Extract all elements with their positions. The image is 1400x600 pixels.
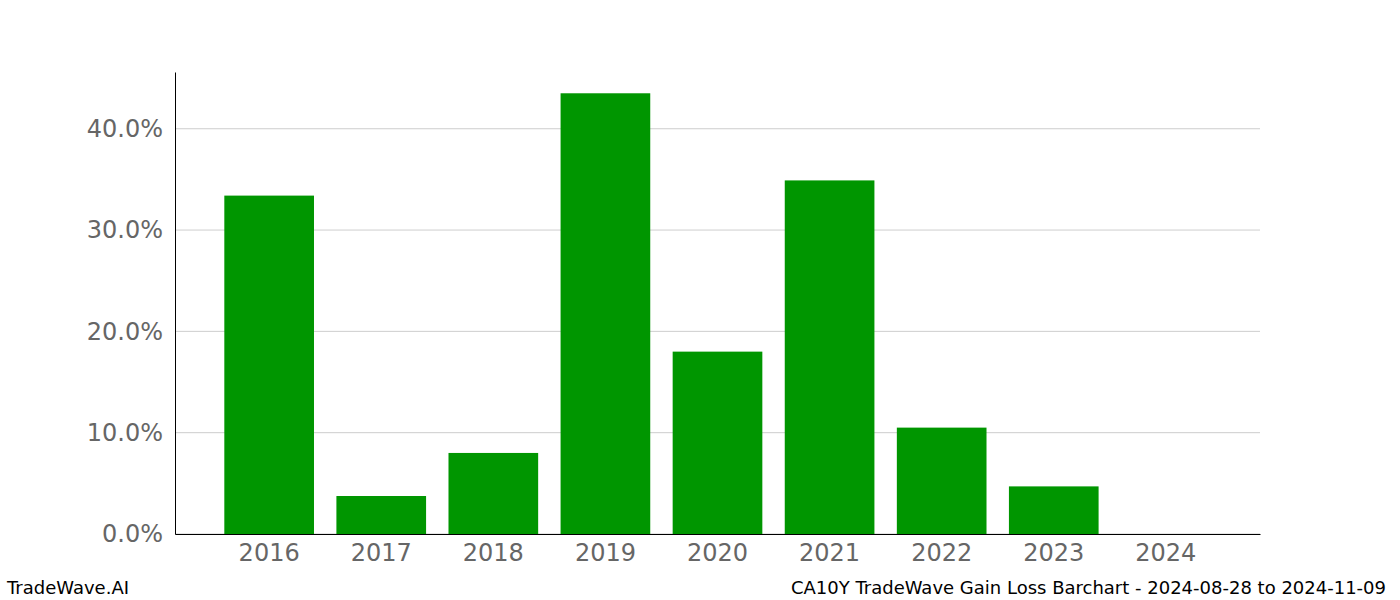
bar (785, 180, 875, 534)
grid-line (175, 128, 1260, 129)
x-tick: 2021 (799, 534, 860, 567)
bar (1121, 534, 1211, 535)
x-tick: 2020 (687, 534, 748, 567)
bar (1009, 486, 1099, 534)
x-tick-label: 2023 (1023, 539, 1084, 567)
x-tick: 2022 (911, 534, 972, 567)
y-axis: 0.0% 10.0% 20.0% 30.0% 40.0% (87, 73, 176, 549)
y-tick: 10.0% (87, 419, 175, 447)
x-tick-label: 2024 (1135, 539, 1196, 567)
bars (224, 93, 1098, 534)
x-axis: 2016 2017 2018 2019 2020 2021 2022 2023 2024 (176, 534, 1261, 567)
y-tick: 0.0% (102, 520, 175, 548)
x-axis-line (176, 534, 1261, 535)
y-tick-label: 30.0% (87, 216, 163, 244)
x-tick: 2023 (1023, 534, 1084, 567)
y-tick-label: 0.0% (102, 520, 163, 548)
bar (224, 196, 314, 534)
y-tick-label: 20.0% (87, 318, 163, 346)
x-tick-label: 2019 (575, 539, 636, 567)
x-tick-label: 2021 (799, 539, 860, 567)
y-axis-line (175, 73, 176, 535)
x-tick: 2018 (463, 534, 524, 567)
x-tick-label: 2018 (463, 539, 524, 567)
annotation: TradeWave.AI (6, 577, 129, 598)
y-tick: 20.0% (87, 318, 175, 346)
bar (561, 93, 651, 534)
x-tick-label: 2020 (687, 539, 748, 567)
grid-line (175, 331, 1260, 332)
bar (336, 496, 426, 534)
grid-line (175, 230, 1260, 231)
y-tick-label: 10.0% (87, 419, 163, 447)
x-tick: 2019 (575, 534, 636, 567)
x-tick: 2016 (239, 534, 300, 567)
bar (448, 453, 538, 534)
grid (175, 129, 1260, 534)
chart: 0.0% 10.0% 20.0% 30.0% 40.0% 2016 2017 2018 2019… (0, 0, 1400, 600)
bar (897, 428, 987, 534)
bar (673, 352, 763, 534)
x-tick-label: 2017 (351, 539, 412, 567)
title: CA10Y TradeWave Gain Loss Barchart - 202… (791, 577, 1386, 598)
x-tick-label: 2016 (239, 539, 300, 567)
x-tick-label: 2022 (911, 539, 972, 567)
y-tick: 40.0% (87, 115, 175, 143)
x-tick: 2017 (351, 534, 412, 567)
y-tick-label: 40.0% (87, 115, 163, 143)
x-tick: 2024 (1135, 534, 1196, 567)
y-tick: 30.0% (87, 216, 175, 244)
